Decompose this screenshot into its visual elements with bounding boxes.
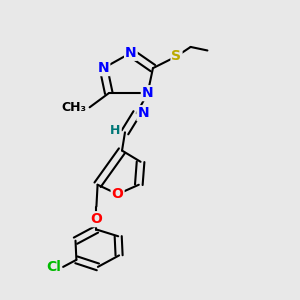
Text: N: N (142, 86, 154, 100)
Text: N: N (125, 46, 137, 60)
Text: N: N (137, 106, 149, 120)
Text: O: O (91, 212, 102, 226)
Text: H: H (110, 124, 121, 137)
Text: N: N (98, 61, 109, 75)
Text: Cl: Cl (46, 260, 61, 274)
Text: S: S (172, 50, 182, 63)
Text: O: O (112, 187, 124, 201)
Text: CH₃: CH₃ (62, 101, 87, 114)
